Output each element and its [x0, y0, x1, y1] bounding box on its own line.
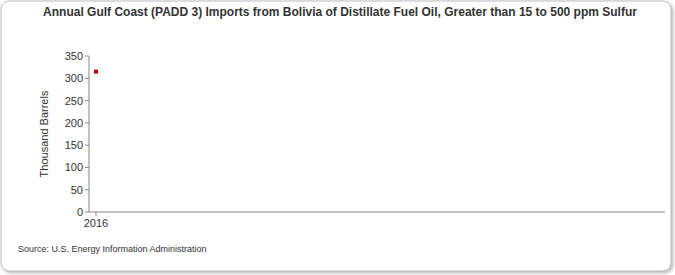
y-tick-label: 250 [65, 95, 83, 107]
y-tick-label: 50 [71, 184, 83, 196]
y-tick-label: 0 [77, 206, 83, 218]
y-tick-label: 300 [65, 72, 83, 84]
y-axis [89, 56, 90, 212]
y-tick-label: 350 [65, 50, 83, 62]
y-tick [85, 189, 89, 190]
title: Annual Gulf Coast (PADD 3) Imports from … [43, 5, 637, 19]
y-tick [85, 78, 89, 79]
y-tick-label: 200 [65, 117, 83, 129]
y-tick [85, 100, 89, 101]
title-line: Annual Gulf Coast (PADD 3) Imports from … [43, 5, 637, 19]
y-tick [85, 167, 89, 168]
y-tick-label: 100 [65, 161, 83, 173]
frame [1, 1, 671, 271]
x-axis [89, 212, 665, 213]
data-point [94, 70, 98, 74]
y-tick-label: 150 [65, 139, 83, 151]
y-axis-label: Thousand Barrels [38, 90, 50, 177]
y-tick [85, 122, 89, 123]
plot-area [94, 70, 98, 74]
y-tick [85, 212, 89, 213]
y-tick [85, 145, 89, 146]
x-tick [96, 212, 97, 216]
chart-container: Annual Gulf Coast (PADD 3) Imports from … [0, 0, 675, 275]
y-tick [85, 56, 89, 57]
source: Source: U.S. Energy Information Administ… [18, 244, 207, 254]
chart-svg: Annual Gulf Coast (PADD 3) Imports from … [0, 0, 675, 275]
x-tick-label: 2016 [84, 217, 108, 229]
